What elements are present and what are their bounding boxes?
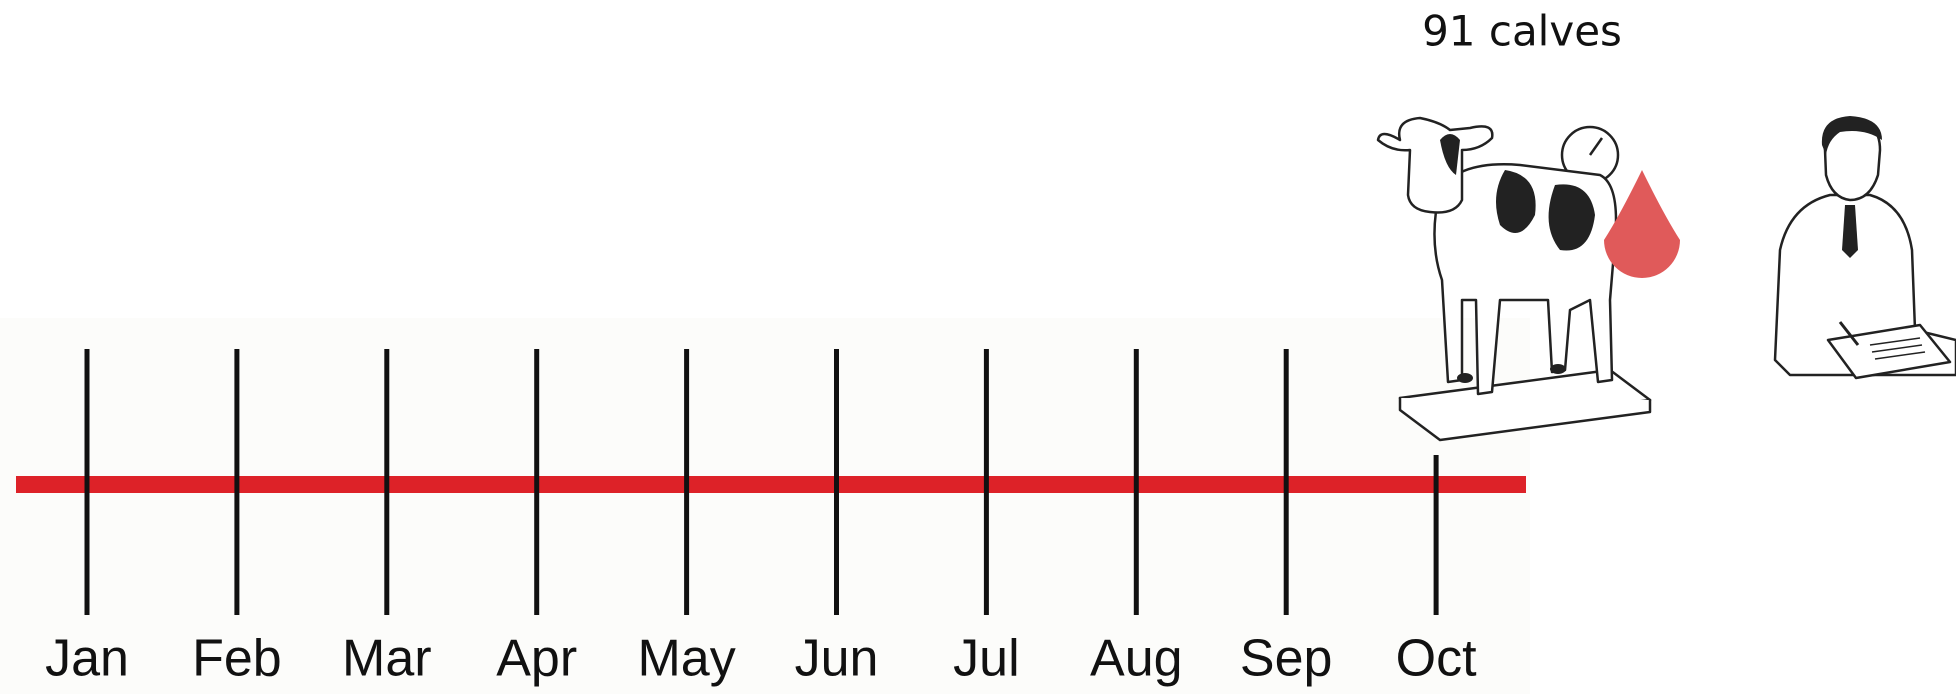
month-label: Feb	[192, 630, 282, 688]
month-label: Jan	[45, 630, 129, 688]
doctor-illustration	[1775, 116, 1956, 378]
month-label: May	[637, 630, 735, 688]
timeline-diagram: 91 calves Jan Feb Mar Apr May Jun Jul Aug Sep Oct	[0, 0, 1956, 694]
timeline-bar	[16, 476, 1526, 493]
month-label: Jun	[795, 630, 879, 688]
month-label: Jul	[953, 630, 1019, 688]
blood-drop	[1604, 170, 1680, 278]
month-label: Aug	[1090, 630, 1183, 688]
calf-count: 91 calves	[1422, 7, 1622, 56]
month-label: Sep	[1240, 630, 1333, 688]
month-label: Apr	[496, 630, 577, 688]
month-label: Mar	[342, 630, 432, 688]
month-label: Oct	[1396, 630, 1477, 688]
